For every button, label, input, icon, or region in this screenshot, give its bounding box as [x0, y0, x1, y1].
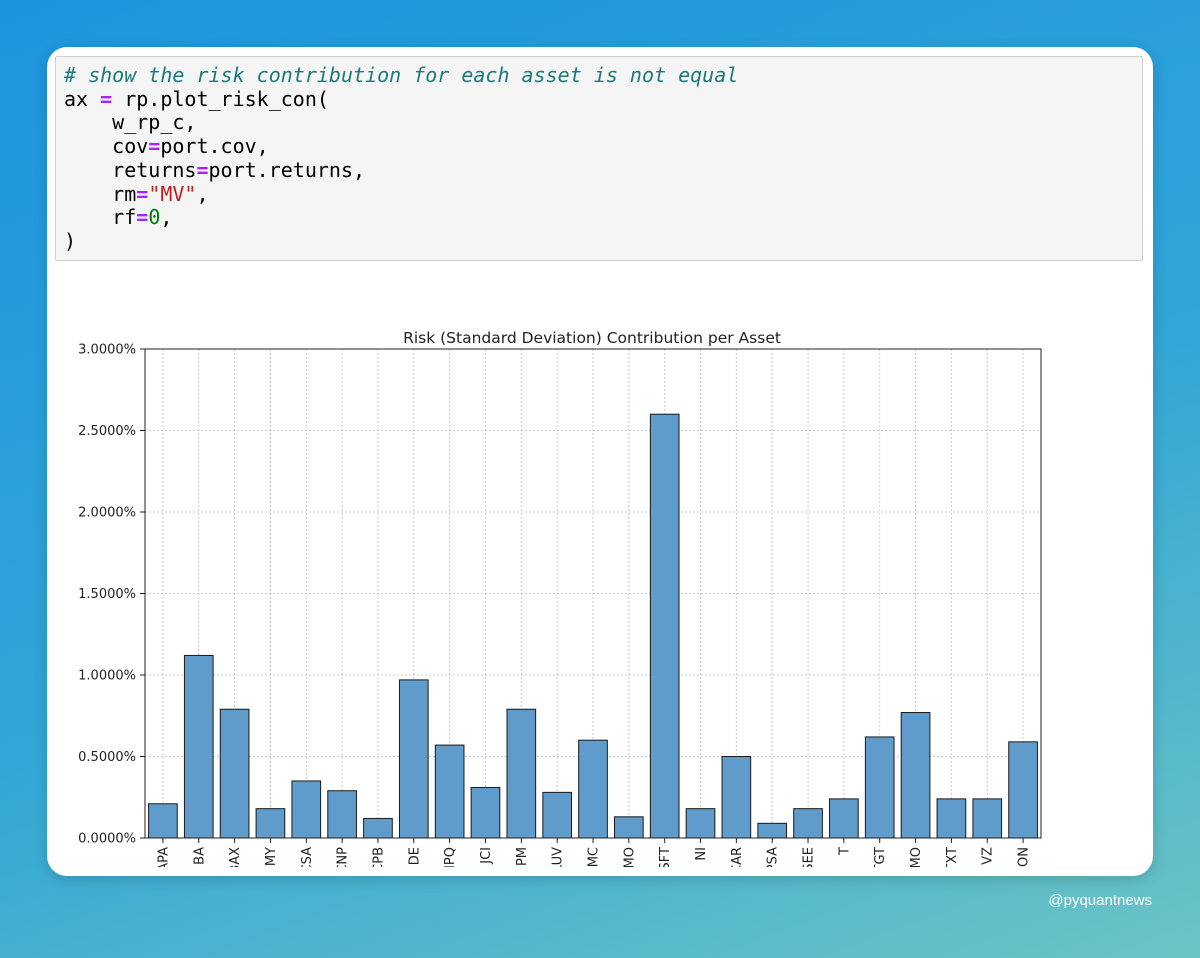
code-token: ax	[64, 86, 101, 111]
x-tick-label: CNP	[336, 847, 351, 867]
bar-see	[793, 808, 823, 839]
x-tick-label: PCAR	[730, 847, 745, 867]
code-block: # show the risk contribution for each as…	[56, 57, 1142, 254]
bar-luv	[542, 791, 572, 839]
bar-cmcsa	[291, 780, 322, 839]
y-tick-label: 2.0000%	[78, 506, 136, 521]
bar-mmc	[578, 739, 608, 839]
bar-tgt	[864, 736, 895, 839]
x-tick-label: CPB	[371, 847, 386, 867]
bar-msft	[649, 413, 680, 839]
y-tick-label: 0.0000%	[78, 832, 136, 847]
code-token: rp.plot_risk_con(	[112, 86, 329, 111]
bar-zion	[1008, 741, 1038, 839]
code-token: cov	[112, 134, 149, 159]
watermark: @pyquantnews	[1048, 892, 1152, 909]
x-tick-label: HPQ	[443, 847, 458, 867]
x-tick-label: ZION	[1017, 847, 1032, 867]
x-tick-label: TGT	[873, 847, 888, 867]
code-comment: # show the risk contribution for each as…	[64, 63, 739, 87]
bar-vz	[972, 798, 1003, 839]
bar-apa	[148, 803, 178, 839]
x-tick-label: BMY	[264, 847, 279, 867]
x-tick-label: BAX	[228, 847, 243, 867]
y-tick-label: 1.0000%	[78, 669, 136, 684]
bar-bmy	[255, 808, 286, 839]
plot-frame	[144, 348, 1042, 839]
bar-hpq	[434, 744, 465, 839]
bar-mo	[614, 816, 644, 839]
bar-ni	[685, 808, 716, 839]
code-string: "MV"	[148, 181, 197, 206]
code-number: 0	[148, 205, 161, 230]
code-token: )	[64, 228, 77, 253]
x-tick-label: MMC	[587, 847, 602, 867]
y-tick-label: 1.5000%	[78, 587, 136, 602]
x-tick-label: PSA	[766, 847, 781, 867]
x-tick-label: JCI	[479, 847, 494, 865]
x-tick-label: CMCSA	[300, 847, 315, 867]
code-token: returns	[112, 157, 197, 182]
x-tick-label: MSFT	[658, 847, 673, 867]
risk-contribution-chart: Risk (Standard Deviation) Contribution p…	[78, 329, 1042, 867]
bar-jpm	[506, 708, 537, 839]
code-token: ,	[160, 205, 173, 230]
x-tick-label: TXT	[945, 847, 960, 867]
bar-jci	[470, 786, 501, 839]
y-tick-label: 3.0000%	[78, 343, 136, 358]
x-tick-label: TMO	[909, 847, 924, 867]
x-tick-label: BA	[192, 847, 207, 865]
notebook-card: # show the risk contribution for each as…	[47, 47, 1153, 876]
code-operator: =	[148, 134, 161, 159]
x-tick-label: NI	[694, 847, 709, 861]
x-tick-label: SEE	[802, 847, 817, 867]
code-operator: =	[136, 181, 149, 206]
x-tick-label: VZ	[981, 847, 996, 865]
code-token: rm	[112, 181, 137, 206]
code-token: port.cov,	[160, 134, 269, 159]
bar-psa	[757, 822, 788, 839]
code-operator: =	[100, 86, 113, 111]
x-tick-label: T	[837, 847, 852, 856]
code-cell[interactable]: # show the risk contribution for each as…	[55, 56, 1143, 261]
axis-layer: 0.0000% 0.5000% 1.0000% 1.5000% 2.0000% 2.500…	[78, 343, 1042, 867]
chart-title: Risk (Standard Deviation) Contribution p…	[403, 329, 781, 347]
code-token: rf	[112, 205, 137, 230]
bar-t	[829, 798, 859, 839]
x-tick-label: MO	[622, 847, 637, 867]
x-tick-label: DE	[407, 847, 422, 865]
code-operator: =	[136, 205, 149, 230]
x-tick-label: LUV	[551, 847, 566, 867]
code-operator: =	[196, 157, 209, 182]
x-tick-label: JPM	[515, 847, 530, 867]
bar-tmo	[900, 711, 931, 839]
x-tick-label: APA	[156, 847, 171, 867]
bar-cnp	[327, 790, 357, 839]
bar-pcar	[721, 756, 752, 839]
bar-de	[398, 679, 429, 839]
bar-ba	[183, 654, 214, 839]
bar-txt	[936, 798, 967, 839]
bar-layer	[148, 413, 1038, 839]
bar-cpb	[363, 817, 393, 839]
bar-bax	[219, 708, 250, 839]
y-tick-label: 2.5000%	[78, 424, 136, 439]
y-tick-label: 0.5000%	[78, 750, 136, 765]
code-token: w_rp_c,	[112, 110, 197, 135]
code-token: port.returns,	[208, 157, 366, 182]
code-token: ,	[196, 181, 209, 206]
